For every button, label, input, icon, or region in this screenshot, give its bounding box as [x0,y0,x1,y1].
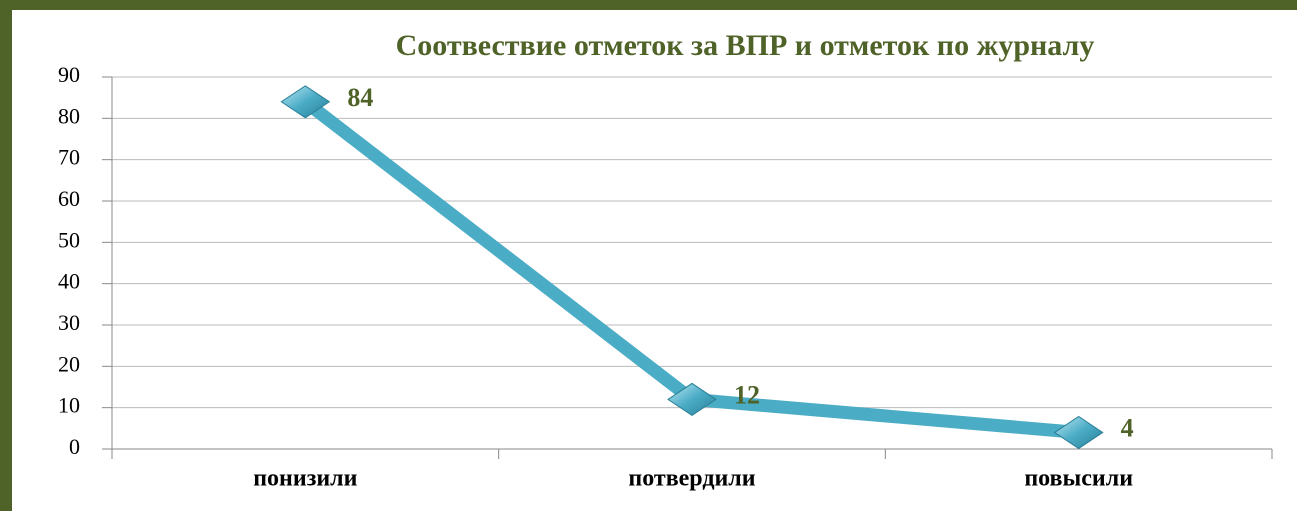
y-tick-label: 10 [58,393,80,418]
x-tick-label: потвердили [628,466,755,492]
data-label: 12 [734,380,760,409]
data-label: 4 [1121,413,1134,442]
marker [667,382,717,417]
frame-left [0,0,12,511]
y-tick-label: 60 [58,186,80,211]
y-tick-label: 0 [69,434,80,459]
y-tick-label: 30 [58,310,80,335]
y-tick-label: 50 [58,227,80,252]
x-tick-label: понизили [253,466,357,492]
x-tick-label: повысили [1024,466,1133,492]
y-tick-label: 20 [58,351,80,376]
y-tick-label: 80 [58,103,80,128]
y-tick-label: 70 [58,145,80,170]
marker [280,85,331,119]
data-label: 84 [347,83,373,112]
marker [1053,415,1104,450]
y-tick-label: 40 [58,269,80,294]
y-tick-label: 90 [58,62,80,87]
frame-top [0,0,1297,10]
chart-title: Соотвествие отметок за ВПР и отметок по … [396,29,1095,62]
